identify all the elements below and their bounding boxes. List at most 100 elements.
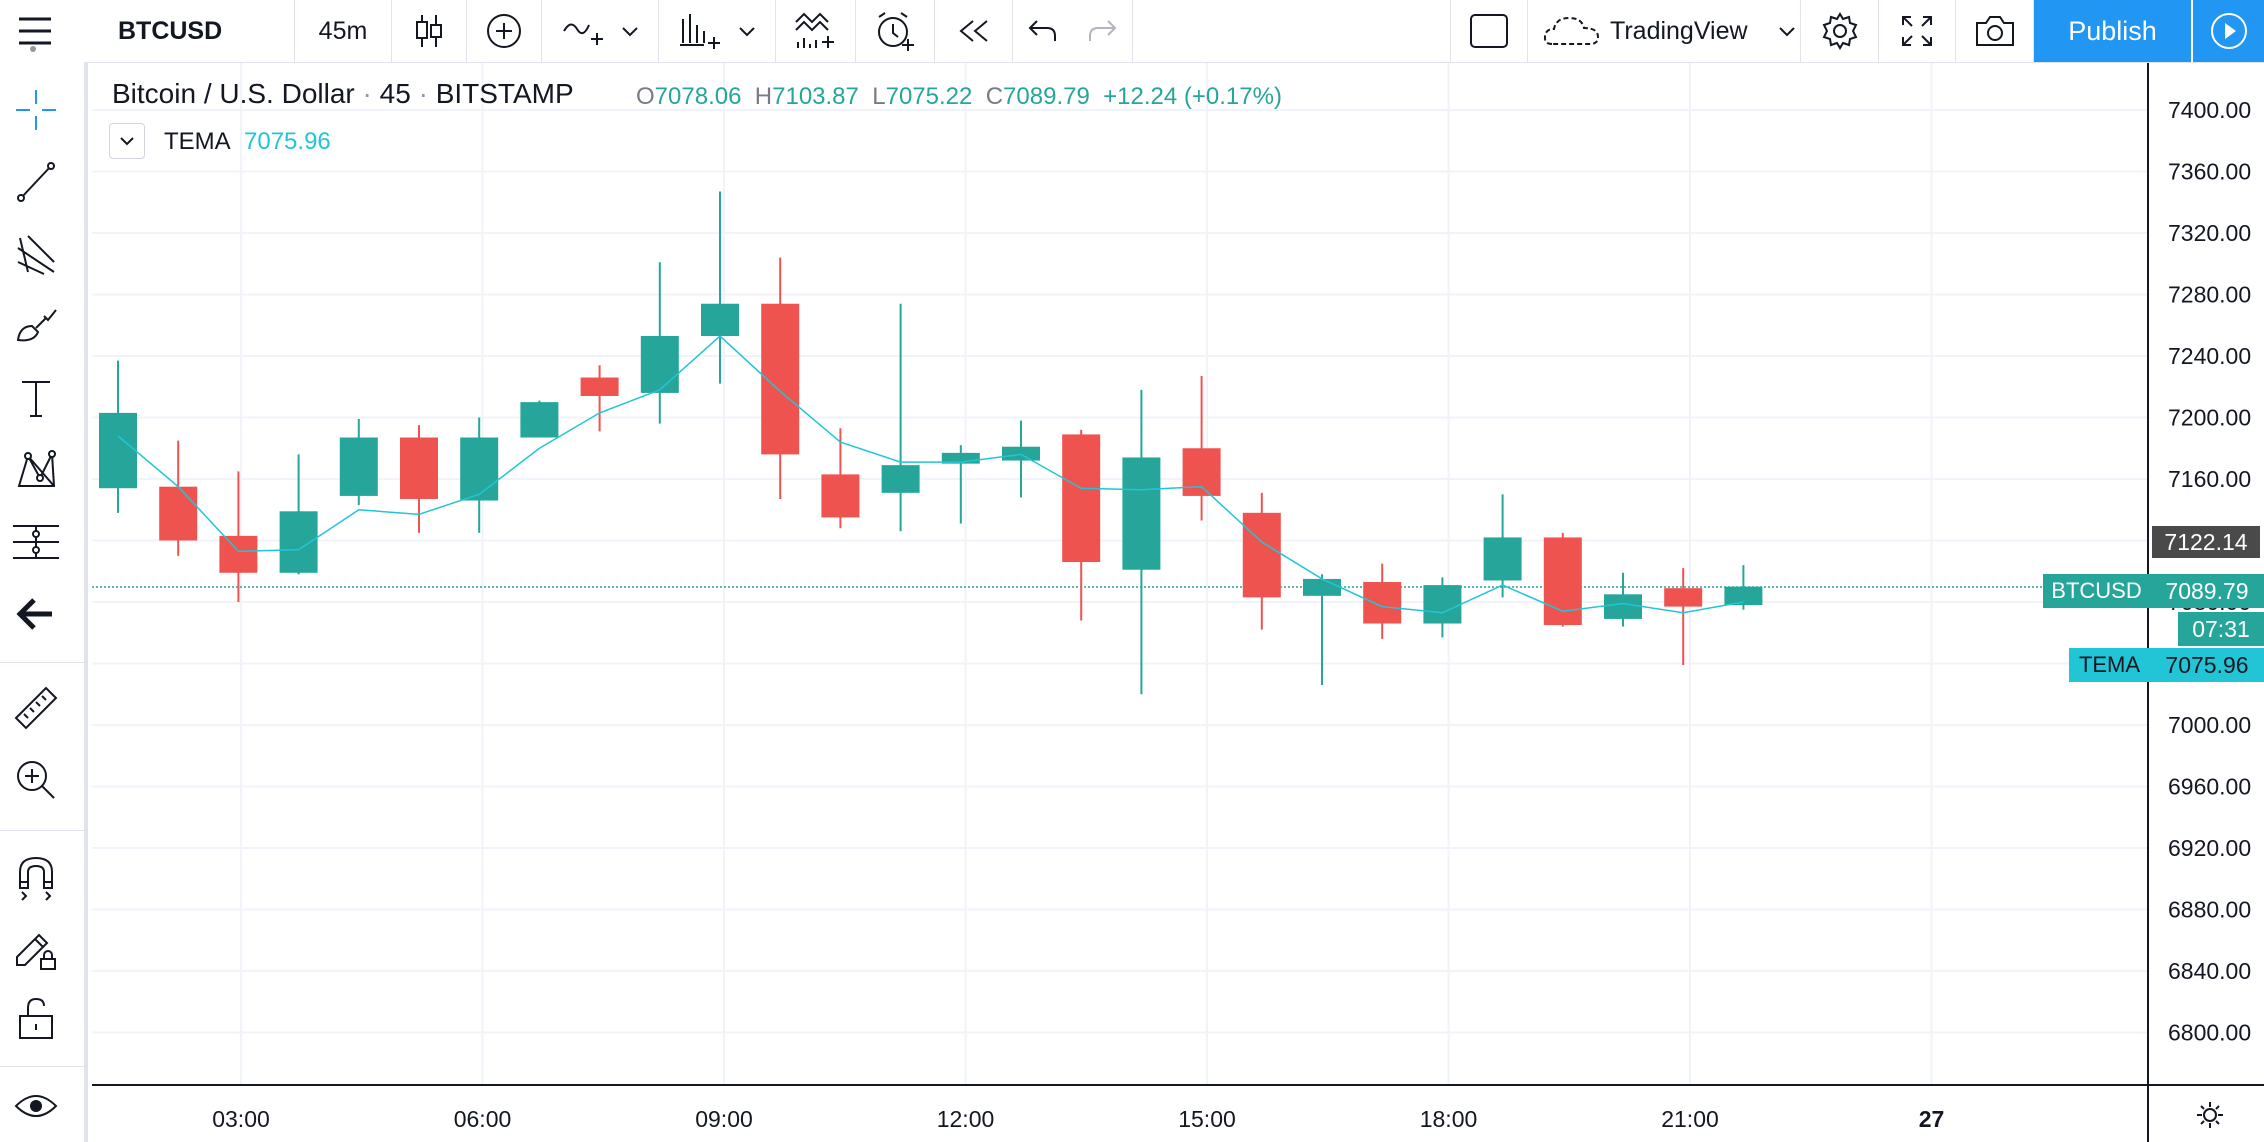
indicator-value: 7075.96: [244, 128, 331, 155]
candle-body: [1242, 512, 1281, 598]
magnet-icon: [19, 856, 53, 901]
legend-o-value: 7078.06: [654, 83, 742, 110]
candle-body: [99, 412, 137, 489]
templates-button[interactable]: [776, 0, 856, 62]
undo-icon[interactable]: [1027, 17, 1059, 45]
rectangle-button[interactable]: [1450, 0, 1528, 62]
drawing-toolbar: [0, 46, 88, 1142]
legend-collapse-button[interactable]: [109, 123, 145, 159]
candle-body: [881, 465, 920, 493]
layout-name: TradingView: [1610, 16, 1748, 45]
interval-button[interactable]: 45m: [295, 0, 392, 62]
tool-lock-drawing[interactable]: [0, 918, 72, 978]
layout-menu-button[interactable]: TradingView: [1528, 0, 1801, 62]
publish-button[interactable]: Publish: [2034, 0, 2191, 62]
candle-body: [941, 452, 980, 464]
legend-h-label: H: [754, 83, 773, 110]
price-tick-label: 6800.00: [2168, 1020, 2251, 1046]
settings-button[interactable]: [1801, 0, 1879, 62]
chevron-down-icon: [739, 27, 755, 37]
legend-c-label: C: [985, 83, 1004, 110]
chart-type-button[interactable]: [392, 0, 467, 62]
price-tick-label: 7000.00: [2168, 712, 2251, 738]
candle-body: [400, 437, 438, 499]
chevron-down-icon: [120, 137, 134, 146]
tool-text[interactable]: [0, 368, 72, 428]
fullscreen-button[interactable]: [1879, 0, 1956, 62]
bar-style-icon: [680, 14, 720, 49]
price-tick-label: 7280.00: [2168, 282, 2251, 308]
unlock-icon: [19, 997, 53, 1039]
redo-icon[interactable]: [1086, 17, 1118, 45]
candle-body: [1182, 448, 1221, 496]
last-price-label: 7089.79: [2150, 574, 2264, 608]
price-tick-label: 7160.00: [2168, 466, 2251, 492]
menu-button[interactable]: [0, 0, 70, 62]
tool-trend-line[interactable]: [0, 152, 72, 212]
tool-pitchfork[interactable]: [0, 224, 72, 284]
tool-measure[interactable]: [0, 678, 72, 738]
publish-options-button[interactable]: [2193, 0, 2264, 62]
templates-icon: [794, 12, 834, 48]
fullscreen-icon: [1902, 16, 1932, 46]
replay-button[interactable]: [935, 0, 1013, 62]
price-tick-label: 7320.00: [2168, 220, 2251, 246]
time-tick-label: 03:00: [212, 1106, 270, 1132]
time-tick-label: 21:00: [1661, 1106, 1719, 1132]
tool-brush[interactable]: [0, 296, 72, 356]
indicators-button[interactable]: [542, 0, 659, 62]
tool-hide-toolbar[interactable]: [0, 584, 72, 644]
tool-zoom[interactable]: [0, 750, 72, 810]
bar-style-button[interactable]: [659, 0, 776, 62]
candle-body: [1604, 594, 1642, 619]
candle-body: [520, 402, 559, 438]
tema-name-label: TEMA: [2069, 648, 2150, 682]
indicator-name: TEMA: [164, 128, 231, 155]
legend-ohlc: O7078.06 H7103.87 L7075.22 C7089.79 +12.…: [636, 83, 1282, 111]
candles-icon: [416, 15, 442, 47]
indicators-icon: [563, 23, 603, 45]
candle-body: [219, 535, 258, 573]
back-arrow-icon: [16, 598, 52, 630]
play-icon: [2210, 13, 2247, 49]
tool-lock-all[interactable]: [0, 988, 72, 1048]
candle-body: [1002, 446, 1040, 461]
tool-magnet[interactable]: [0, 848, 72, 908]
candle-body: [1724, 586, 1763, 606]
legend-indicator[interactable]: TEMA 7075.96: [164, 128, 331, 156]
prediction-icon: [13, 525, 59, 559]
price-tick-label: 7240.00: [2168, 343, 2251, 369]
candle-body: [1423, 585, 1462, 624]
time-tick-label: 12:00: [937, 1106, 995, 1132]
symbol-search-button[interactable]: BTCUSD: [88, 0, 295, 62]
candle-body: [1303, 578, 1341, 596]
last-symbol-label: BTCUSD: [2043, 574, 2150, 608]
interval-label: 45m: [318, 16, 368, 45]
legend-symbol-title: Bitcoin / U.S. Dollar · 45 · BITSTAMP: [112, 78, 574, 109]
candle-body: [339, 437, 378, 496]
trend-line-icon: [17, 162, 55, 202]
compare-button[interactable]: [467, 0, 542, 62]
legend-exchange: BITSTAMP: [435, 78, 574, 109]
crosshair-price-label: 7122.14: [2152, 526, 2260, 558]
price-tick-label: 7200.00: [2168, 405, 2251, 431]
rectangle-icon: [1470, 14, 1508, 48]
menu-icon: [19, 17, 51, 45]
tool-hide-drawings[interactable]: [0, 1076, 72, 1136]
lock-drawing-icon: [16, 933, 56, 970]
tool-prediction[interactable]: [0, 512, 72, 572]
axis-settings-button[interactable]: [2190, 1095, 2230, 1135]
price-tick-label: 7360.00: [2168, 159, 2251, 185]
snapshot-button[interactable]: [1956, 0, 2034, 62]
zoom-in-icon: [17, 761, 55, 799]
candle-body: [1483, 537, 1522, 581]
candle-body: [159, 486, 198, 541]
cloud-icon: [1543, 16, 1600, 45]
legend-l-value: 7075.22: [885, 83, 973, 110]
candle-body: [701, 303, 739, 337]
tool-crosshair[interactable]: [0, 80, 72, 140]
pattern-icon: [17, 450, 56, 487]
alert-button[interactable]: [856, 0, 935, 62]
tool-pattern[interactable]: [0, 440, 72, 500]
